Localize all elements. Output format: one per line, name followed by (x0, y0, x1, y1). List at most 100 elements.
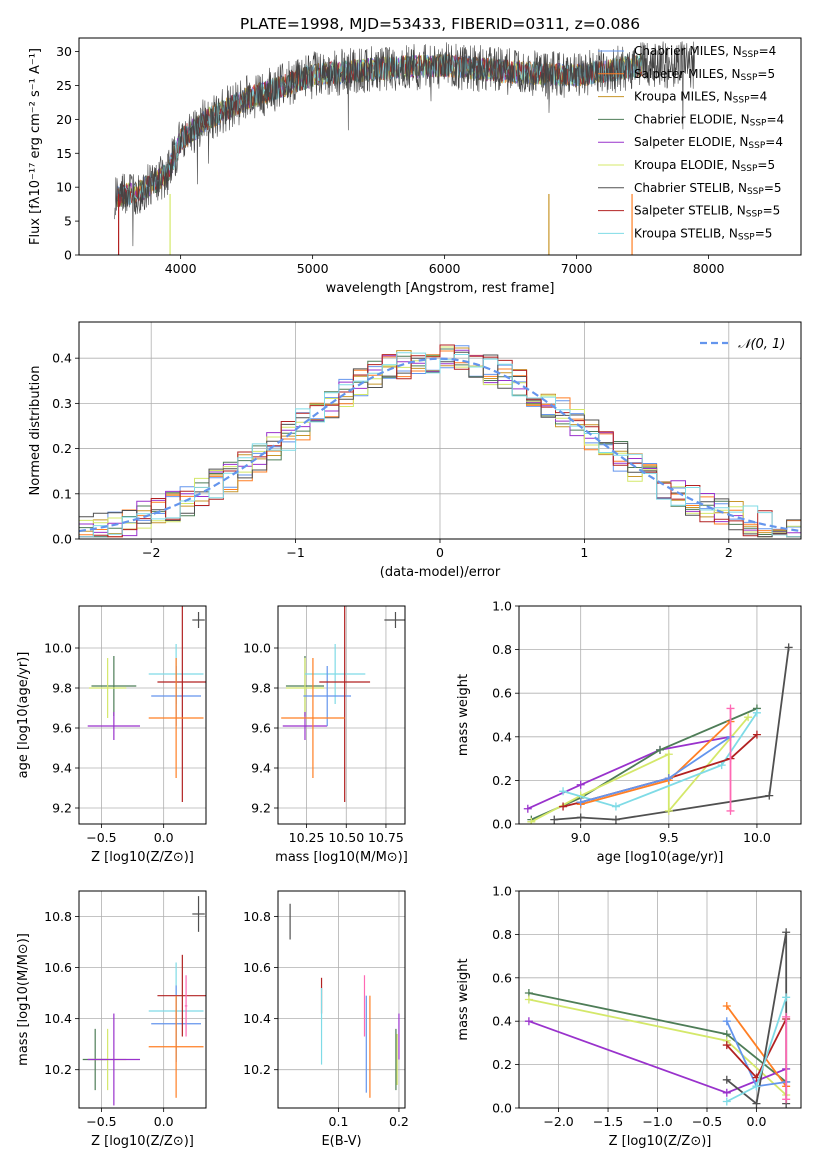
mass-vs-extinction-panel: 0.1 0.2 10.2 10.4 10.6 10.8 E(B-V) (243, 890, 409, 1149)
x-tick-label: 9.0 (571, 830, 591, 845)
x-tick-label: −2 (142, 545, 160, 560)
y-tick-label: 0.3 (52, 396, 72, 411)
x-tick-label: 0 (436, 545, 444, 560)
y-tick-label: 0.0 (52, 532, 72, 547)
mass-weight-marker (664, 774, 673, 783)
y-tick-label: 9.6 (52, 721, 72, 736)
y-tick-label: 9.4 (52, 761, 72, 776)
y-axis-label: age [log10(age/yr)] (16, 652, 31, 779)
mass-weight-marker (524, 1017, 533, 1026)
y-tick-label: 0.8 (492, 927, 512, 942)
y-tick-label: 10.8 (243, 909, 271, 924)
y-tick-label: 1.0 (492, 884, 512, 899)
residual-histogram-step (79, 352, 801, 538)
x-tick-label: 0.0 (154, 830, 174, 845)
mass-weight-marker (722, 1002, 731, 1011)
x-tick-label: 10.75 (368, 830, 404, 845)
x-tick-label: 10.50 (328, 830, 364, 845)
y-tick-label: 10.8 (44, 909, 72, 924)
mass-weight-marker (527, 817, 536, 824)
mass-weight-marker (722, 1088, 731, 1097)
age-vs-metallicity-panel: −0.5 0.0 9.2 9.4 9.6 9.8 10.0 Z [log10(Z/Z⊙)] ag… (16, 605, 207, 865)
x-tick-label: 0.1 (329, 1114, 349, 1129)
y-tick-label: 0.4 (52, 351, 72, 366)
mass-weight-line (562, 733, 758, 808)
mass-weight-marker (752, 1082, 761, 1091)
y-tick-label: 9.2 (251, 801, 271, 816)
mass-weight-marker (722, 1017, 731, 1026)
x-tick-label: 0.0 (747, 1114, 767, 1129)
mass-weight-marker (550, 815, 559, 824)
age-vs-mass-panel: 10.25 10.50 10.75 9.2 9.4 9.6 9.8 10.0 mass [log… (243, 605, 408, 865)
mass-weight-marker (782, 928, 791, 937)
mass-weight-vs-metallicity-panel: −2.0 −1.5 −1.0 −0.5 0.0 0.0 0.2 0.4 0.6 0.8 1.0 Z [… (456, 884, 802, 1149)
plot-area (114, 41, 696, 255)
mass-weight-marker (576, 798, 585, 807)
y-tick-label: 10.2 (243, 1062, 271, 1077)
mass-weight-marker (524, 995, 533, 1004)
mass-weight-marker (559, 802, 568, 811)
mass-weight-marker (722, 1041, 731, 1050)
x-tick-label: −1 (286, 545, 304, 560)
plot-area (289, 903, 400, 1098)
x-tick-label: 0.2 (389, 1114, 409, 1129)
y-tick-label: 0.6 (492, 970, 512, 985)
y-tick-label: 10.2 (44, 1062, 72, 1077)
plot-area (87, 606, 206, 802)
mass-weight-vs-age-panel: 9.0 9.5 10.0 0.0 0.2 0.4 0.6 0.8 1.0 age [log10(a… (456, 599, 802, 865)
y-axis-label: mass weight (456, 674, 471, 756)
x-tick-label: 10.25 (289, 830, 325, 845)
mass-weight-marker (664, 806, 673, 815)
x-tick-label: 10.0 (743, 830, 771, 845)
y-tick-label: 25 (56, 78, 72, 93)
mass-vs-metallicity-panel: −0.5 0.0 10.2 10.4 10.6 10.8 Z [log10(Z/Z⊙)] ma… (16, 890, 207, 1149)
x-tick-label: −0.5 (692, 1114, 722, 1129)
mass-weight-marker (752, 1099, 761, 1108)
spectrum-panel: 4000 5000 6000 7000 8000 0 5 10 15 20 25 30 waveleng… (28, 37, 802, 296)
mass-weight-marker (576, 813, 585, 822)
y-tick-label: 10.6 (44, 960, 72, 975)
mass-weight-marker (576, 780, 585, 789)
x-tick-label: 6000 (429, 261, 461, 276)
x-tick-label: 7000 (561, 261, 593, 276)
axes-frame (277, 890, 406, 1109)
axes-frame (277, 605, 406, 825)
y-tick-label: 9.2 (52, 801, 72, 816)
y-tick-label: 0.0 (492, 817, 512, 832)
residual-histogram-panel: −2 −1 0 1 2 0.0 0.1 0.2 0.3 0.4 (data-model)/error… (28, 321, 802, 580)
y-tick-label: 10.0 (243, 641, 271, 656)
mass-weight-marker (784, 643, 793, 652)
mass-weight-line (726, 1005, 787, 1087)
plot-area (281, 606, 405, 802)
mass-weight-marker (523, 804, 532, 813)
x-axis-label: E(B-V) (321, 1134, 361, 1149)
y-tick-label: 1.0 (492, 599, 512, 614)
y-tick-label: 10.4 (44, 1011, 72, 1026)
mass-weight-marker (782, 993, 791, 1002)
x-tick-label: −1.5 (593, 1114, 623, 1129)
mass-weight-marker (656, 745, 664, 754)
x-tick-label: −0.5 (86, 830, 116, 845)
axes-frame (518, 890, 802, 1109)
x-tick-label: 1 (580, 545, 588, 560)
y-tick-label: 10.6 (243, 960, 271, 975)
x-axis-label: wavelength [Angstrom, rest frame] (326, 281, 555, 296)
y-tick-label: 0.1 (52, 486, 72, 501)
x-tick-label: 2 (725, 545, 733, 560)
mass-weight-line (554, 647, 790, 821)
mass-weight-marker (664, 750, 673, 759)
x-tick-label: 9.5 (659, 830, 679, 845)
x-tick-label: 4000 (165, 261, 197, 276)
legend-label: Kroupa MILES, NSSP=4 (634, 90, 767, 106)
axes-frame (78, 37, 802, 256)
x-axis-label: (data-model)/error (380, 565, 501, 580)
y-tick-label: 0.2 (492, 773, 512, 788)
x-tick-label: 8000 (693, 261, 725, 276)
y-tick-label: 20 (56, 112, 72, 127)
y-tick-label: 30 (56, 44, 72, 59)
observed-spectrum-line (114, 41, 696, 247)
residual-histogram-step (79, 344, 801, 538)
y-tick-label: 10.4 (243, 1011, 271, 1026)
axes-frame (78, 605, 207, 825)
model-spectrum-line (116, 53, 643, 206)
